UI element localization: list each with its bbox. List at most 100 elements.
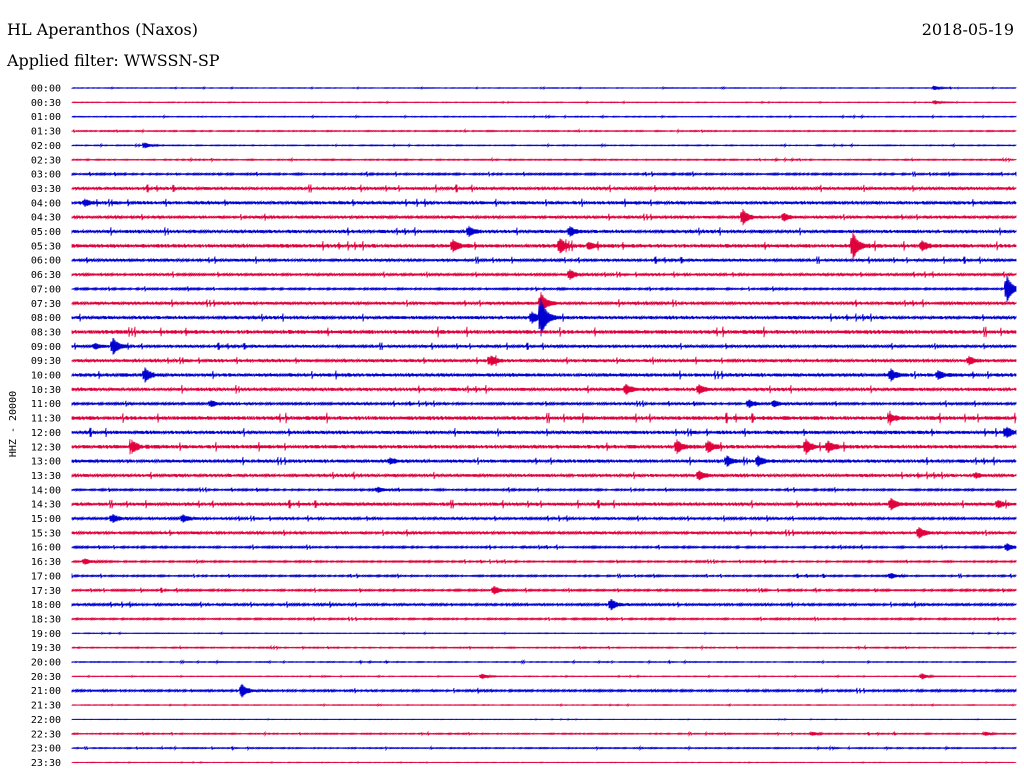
row-label: 13:00 (31, 457, 61, 468)
row-label: 09:00 (31, 342, 61, 353)
trace-line (71, 410, 1017, 426)
row-label: 14:30 (31, 500, 61, 511)
trace-line (71, 673, 1017, 680)
trace-line (71, 455, 1017, 467)
trace-line (71, 275, 1017, 303)
trace-line (71, 616, 1017, 622)
trace-line (71, 470, 1017, 481)
row-label: 07:30 (31, 299, 61, 310)
trace-line (71, 208, 1017, 226)
row-label: 20:00 (31, 658, 61, 669)
trace-line (71, 702, 1017, 708)
row-label: 22:00 (31, 715, 61, 726)
trace-line (71, 171, 1017, 177)
row-label: 16:30 (31, 557, 61, 568)
trace-line (71, 128, 1017, 134)
trace-line (71, 231, 1017, 260)
trace-line (71, 198, 1017, 208)
row-label: 07:00 (31, 284, 61, 295)
row-label: 08:00 (31, 313, 61, 324)
trace-line (71, 367, 1017, 383)
row-label: 01:00 (31, 112, 61, 123)
trace-line (71, 85, 1017, 91)
row-label: 22:30 (31, 729, 61, 740)
trace-line (71, 292, 1017, 315)
trace-line (71, 156, 1017, 163)
trace-line (71, 399, 1017, 408)
row-label: 16:00 (31, 543, 61, 554)
row-label: 23:30 (31, 758, 61, 769)
trace-line (71, 598, 1017, 611)
trace-line (71, 269, 1017, 280)
row-label: 13:30 (31, 471, 61, 482)
row-label: 02:30 (31, 155, 61, 166)
row-label: 00:30 (31, 98, 61, 109)
trace-line (71, 527, 1017, 539)
row-label: 23:00 (31, 744, 61, 755)
row-label: 14:00 (31, 485, 61, 496)
trace-line (71, 438, 1017, 455)
station-title: HL Aperanthos (Naxos) (7, 20, 198, 39)
row-label: 09:30 (31, 356, 61, 367)
row-label: 02:00 (31, 141, 61, 152)
trace-line (71, 585, 1017, 595)
trace-line (71, 298, 1017, 337)
trace-line (71, 355, 1017, 367)
filter-label: Applied filter: WWSSN-SP (7, 51, 220, 70)
row-label: 18:00 (31, 600, 61, 611)
trace-line (71, 543, 1017, 552)
trace-line (71, 256, 1017, 264)
trace-line (71, 184, 1017, 193)
trace-line (71, 383, 1017, 395)
date-label: 2018-05-19 (921, 20, 1014, 39)
trace-line (71, 225, 1017, 238)
row-label: 05:00 (31, 227, 61, 238)
trace-line (71, 337, 1017, 355)
trace-line (71, 631, 1017, 636)
row-label: 21:00 (31, 686, 61, 697)
row-label: 04:00 (31, 198, 61, 209)
row-label: 15:30 (31, 528, 61, 539)
row-label: 10:30 (31, 385, 61, 396)
row-label: 08:30 (31, 327, 61, 338)
trace-line (71, 558, 1017, 565)
trace-line (71, 683, 1017, 698)
row-label: 01:30 (31, 127, 61, 138)
row-label: 20:30 (31, 672, 61, 683)
row-label: 00:00 (31, 84, 61, 95)
trace-line (71, 644, 1017, 651)
row-label: 06:30 (31, 270, 61, 281)
trace-line (71, 573, 1017, 579)
trace-line (71, 513, 1017, 524)
trace-line (71, 659, 1017, 665)
row-label: 18:30 (31, 614, 61, 625)
trace-line (71, 486, 1017, 493)
trace-line (71, 426, 1017, 439)
row-label: 17:30 (31, 586, 61, 597)
trace-line (71, 730, 1017, 737)
row-label: 03:00 (31, 170, 61, 181)
row-label: 10:00 (31, 371, 61, 382)
trace-line (71, 497, 1017, 511)
row-label: 11:30 (31, 414, 61, 425)
trace-line (71, 142, 1017, 149)
trace-line (71, 99, 1017, 105)
row-label: 11:00 (31, 399, 61, 410)
row-label: 21:30 (31, 701, 61, 712)
trace-line (71, 326, 1017, 338)
trace-line (71, 760, 1017, 764)
row-label: 06:00 (31, 256, 61, 267)
row-label: 05:30 (31, 241, 61, 252)
row-label: 04:30 (31, 213, 61, 224)
row-label: 17:00 (31, 571, 61, 582)
row-label: 12:00 (31, 428, 61, 439)
trace-line (71, 717, 1017, 721)
row-label: 15:00 (31, 514, 61, 525)
row-label: 03:30 (31, 184, 61, 195)
row-label: 19:00 (31, 629, 61, 640)
row-label: 12:30 (31, 442, 61, 453)
y-axis-label: HHZ - 20000 (8, 391, 19, 457)
trace-line (71, 113, 1017, 120)
row-label: 19:30 (31, 643, 61, 654)
